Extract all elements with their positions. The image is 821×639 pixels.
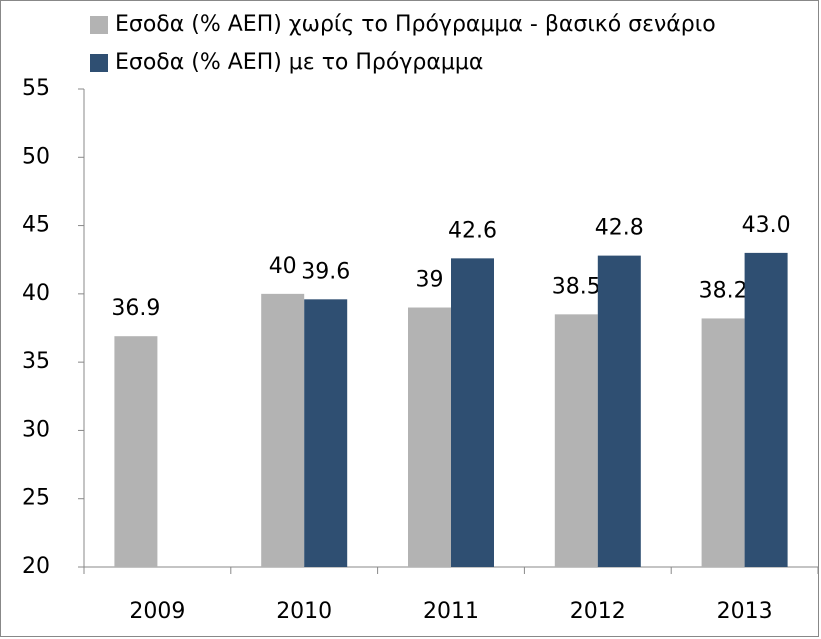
y-tick-label: 35 <box>22 349 50 374</box>
bar <box>744 252 788 567</box>
legend-label: Εσοδα (% ΑΕΠ) χωρίς το Πρόγραμμα - βασικ… <box>115 12 716 37</box>
bar <box>114 336 158 567</box>
bar <box>554 314 598 567</box>
legend-label: Εσοδα (% ΑΕΠ) με το Πρόγραμμα <box>115 50 483 75</box>
legend-swatch <box>90 16 108 34</box>
x-tick-label: 2012 <box>570 599 626 624</box>
x-tick-label: 2011 <box>423 599 479 624</box>
data-label: 36.9 <box>111 296 160 321</box>
data-label: 42.6 <box>448 218 497 243</box>
data-label: 43.0 <box>742 213 791 238</box>
data-label: 39 <box>416 268 444 293</box>
y-tick-label: 55 <box>22 76 50 101</box>
data-label: 42.8 <box>595 216 644 241</box>
x-tick-label: 2009 <box>129 599 185 624</box>
data-label: 38.2 <box>699 278 748 303</box>
y-tick-label: 30 <box>22 417 50 442</box>
x-tick-label: 2013 <box>717 599 773 624</box>
y-tick-label: 25 <box>22 486 50 511</box>
bar <box>451 258 494 567</box>
bar <box>597 255 641 568</box>
data-label: 38.5 <box>552 274 601 299</box>
x-tick-label: 2010 <box>276 599 332 624</box>
legend-swatch <box>90 54 108 72</box>
bar <box>304 299 348 567</box>
y-tick-label: 40 <box>22 281 50 306</box>
y-tick-label: 50 <box>22 144 50 169</box>
data-label: 39.6 <box>301 259 350 284</box>
bar <box>701 318 745 567</box>
data-label: 40 <box>269 254 297 279</box>
bar <box>408 307 451 567</box>
bar <box>261 293 305 567</box>
y-tick-label: 45 <box>22 213 50 238</box>
y-tick-label: 20 <box>22 554 50 579</box>
